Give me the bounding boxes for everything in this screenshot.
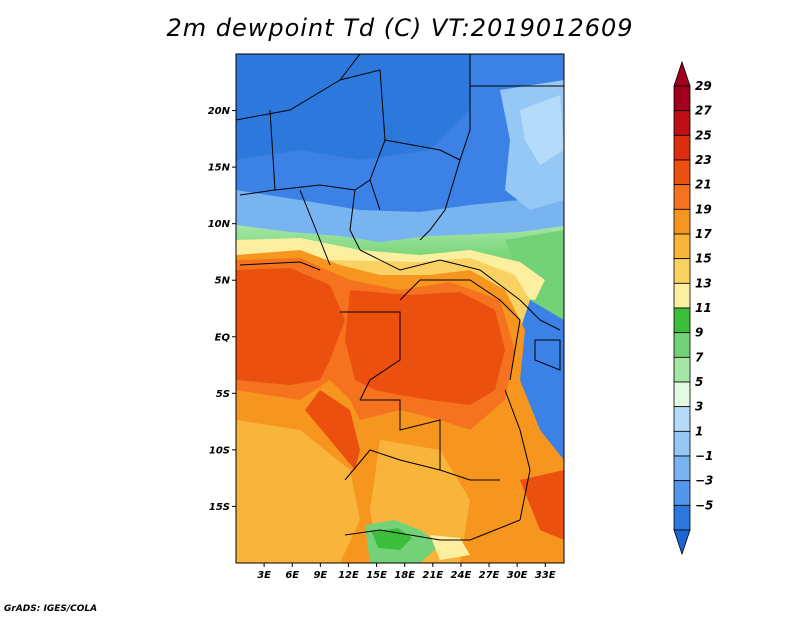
- lat-tick-label: 5N: [215, 276, 231, 287]
- field-south-west-light: [236, 420, 360, 563]
- colorbar-swatch: [673, 307, 691, 334]
- field-red-angola: [305, 390, 360, 470]
- colorbar-top-arrow: [673, 60, 691, 87]
- lon-tick-label: 6E: [285, 570, 299, 581]
- lat-tick-label: 15S: [209, 502, 230, 513]
- lon-tick-label: 18E: [394, 570, 415, 581]
- latitude-axis: 20N 15N 10N 5N EQ 5S 10S 15S: [208, 106, 236, 513]
- field-red-east: [520, 470, 564, 540]
- lon-tick-label: 30E: [507, 570, 528, 581]
- colorbar-swatch: [673, 184, 691, 210]
- dewpoint-field: [236, 54, 564, 563]
- colorbar-swatch: [673, 455, 691, 482]
- field-east-lighter: [520, 95, 564, 165]
- colorbar-swatch: [673, 85, 691, 112]
- colorbar-label: 9: [695, 326, 703, 340]
- lon-tick-label: 33E: [535, 570, 556, 581]
- colorbar-swatch: [673, 480, 691, 506]
- lon-tick-label: 3E: [257, 570, 271, 581]
- colorbar-label: 15: [695, 252, 712, 266]
- lon-tick-label: 24E: [451, 570, 472, 581]
- colorbar-swatch: [673, 504, 691, 531]
- colorbar-swatch: [673, 159, 691, 186]
- colorbar-label: −3: [695, 474, 713, 488]
- colorbar-label: 19: [695, 202, 712, 216]
- colorbar-label: 29: [695, 79, 712, 93]
- colorbar-swatch: [673, 430, 691, 457]
- colorbar-label: 17: [695, 227, 712, 241]
- lat-tick-label: 20N: [208, 106, 231, 117]
- colorbar-swatch: [673, 134, 691, 161]
- colorbar-label: 13: [695, 276, 712, 290]
- map-title: 2m dewpoint Td (C) VT:2019012609: [166, 14, 634, 42]
- lat-tick-label: 10N: [208, 219, 231, 230]
- colorbar: 29 27 25 23 21 19 17 15 13 11 9 7 5 3 1 −1 −3 −5: [673, 60, 713, 556]
- colorbar-swatch: [673, 356, 691, 383]
- colorbar-label: 23: [695, 153, 712, 167]
- field-dry-core: [236, 54, 470, 160]
- colorbar-label: 27: [695, 104, 712, 118]
- colorbar-swatch: [673, 332, 691, 358]
- colorbar-label: −5: [695, 498, 713, 512]
- field-red-basin: [345, 290, 505, 405]
- colorbar-label: 3: [695, 400, 703, 414]
- colorbar-label: −1: [695, 449, 713, 463]
- lat-tick-label: 5S: [216, 389, 230, 400]
- colorbar-swatch: [673, 406, 691, 432]
- colorbar-label: 5: [695, 375, 703, 389]
- colorbar-swatch: [673, 110, 691, 136]
- lon-tick-label: 12E: [338, 570, 359, 581]
- colorbar-label: 11: [695, 301, 712, 315]
- colorbar-label: 7: [695, 350, 704, 364]
- colorbar-swatch: [673, 258, 691, 284]
- colorbar-label: 21: [695, 178, 712, 192]
- country-borders: [236, 54, 564, 541]
- colorbar-label: 1: [695, 424, 703, 438]
- credit-text: GrADS: IGES/COLA: [4, 604, 98, 614]
- field-yellow-south: [430, 535, 470, 560]
- lon-tick-label: 9E: [313, 570, 327, 581]
- colorbar-swatch: [673, 381, 691, 408]
- colorbar-swatch: [673, 233, 691, 260]
- lon-tick-label: 27E: [479, 570, 500, 581]
- colorbar-label: 25: [695, 128, 712, 142]
- lat-tick-label: 10S: [209, 445, 230, 456]
- colorbar-swatch: [673, 208, 691, 235]
- colorbar-bottom-arrow: [673, 529, 691, 556]
- lon-tick-label: 21E: [422, 570, 443, 581]
- field-red-west: [236, 268, 345, 385]
- lon-tick-label: 15E: [366, 570, 387, 581]
- map-frame: [235, 53, 565, 564]
- longitude-axis: 3E 6E 9E 12E 15E 18E 21E 24E 27E 30E 33E: [257, 563, 556, 581]
- colorbar-swatch: [673, 282, 691, 309]
- lat-tick-label: 15N: [208, 163, 231, 174]
- lat-tick-label: EQ: [215, 332, 231, 343]
